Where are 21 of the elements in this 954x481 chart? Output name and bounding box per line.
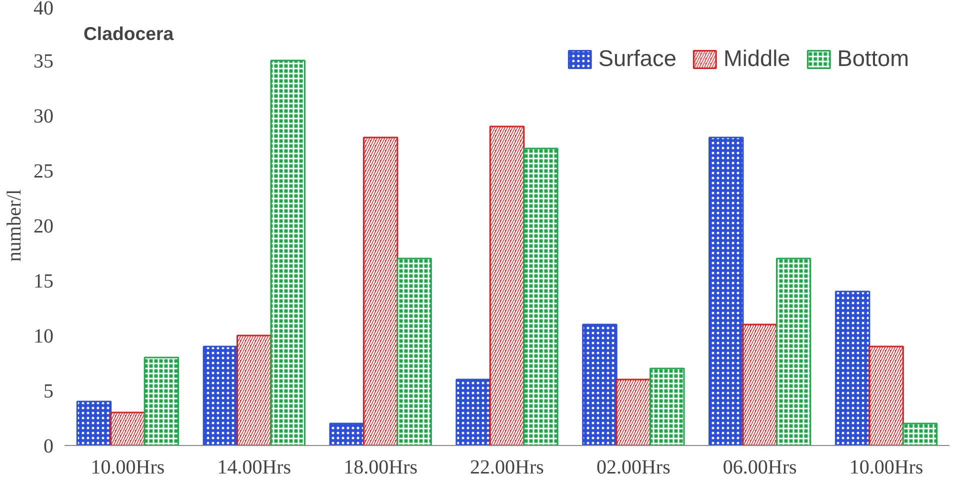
x-tick-label: 06.00Hrs: [722, 456, 798, 478]
y-tick-label: 10: [34, 326, 54, 348]
y-tick-label: 30: [34, 106, 54, 128]
legend-label: Middle: [723, 45, 790, 72]
y-tick-label: 35: [34, 50, 54, 72]
x-tick-label: 18.00Hrs: [344, 456, 418, 478]
legend-label: Surface: [598, 45, 676, 72]
y-tick-label: 5: [44, 380, 54, 402]
y-tick-label: 25: [34, 160, 54, 182]
y-tick-label: 20: [34, 216, 54, 238]
x-tick-label: 02.00Hrs: [596, 456, 671, 478]
y-tick-label: 15: [34, 270, 54, 292]
x-tick-label: 10.00Hrs: [90, 456, 165, 478]
text: Cladocera: [83, 23, 174, 44]
x-tick-label: 10.00Hrs: [849, 456, 924, 478]
legend-label: Bottom: [837, 45, 909, 72]
x-tick-label: 14.00Hrs: [217, 456, 292, 478]
y-axis-title: number/l: [4, 188, 26, 262]
y-tick-label: 0: [44, 436, 54, 458]
y-tick-label: 40: [34, 0, 54, 20]
x-tick-label: 22.00Hrs: [470, 456, 544, 478]
